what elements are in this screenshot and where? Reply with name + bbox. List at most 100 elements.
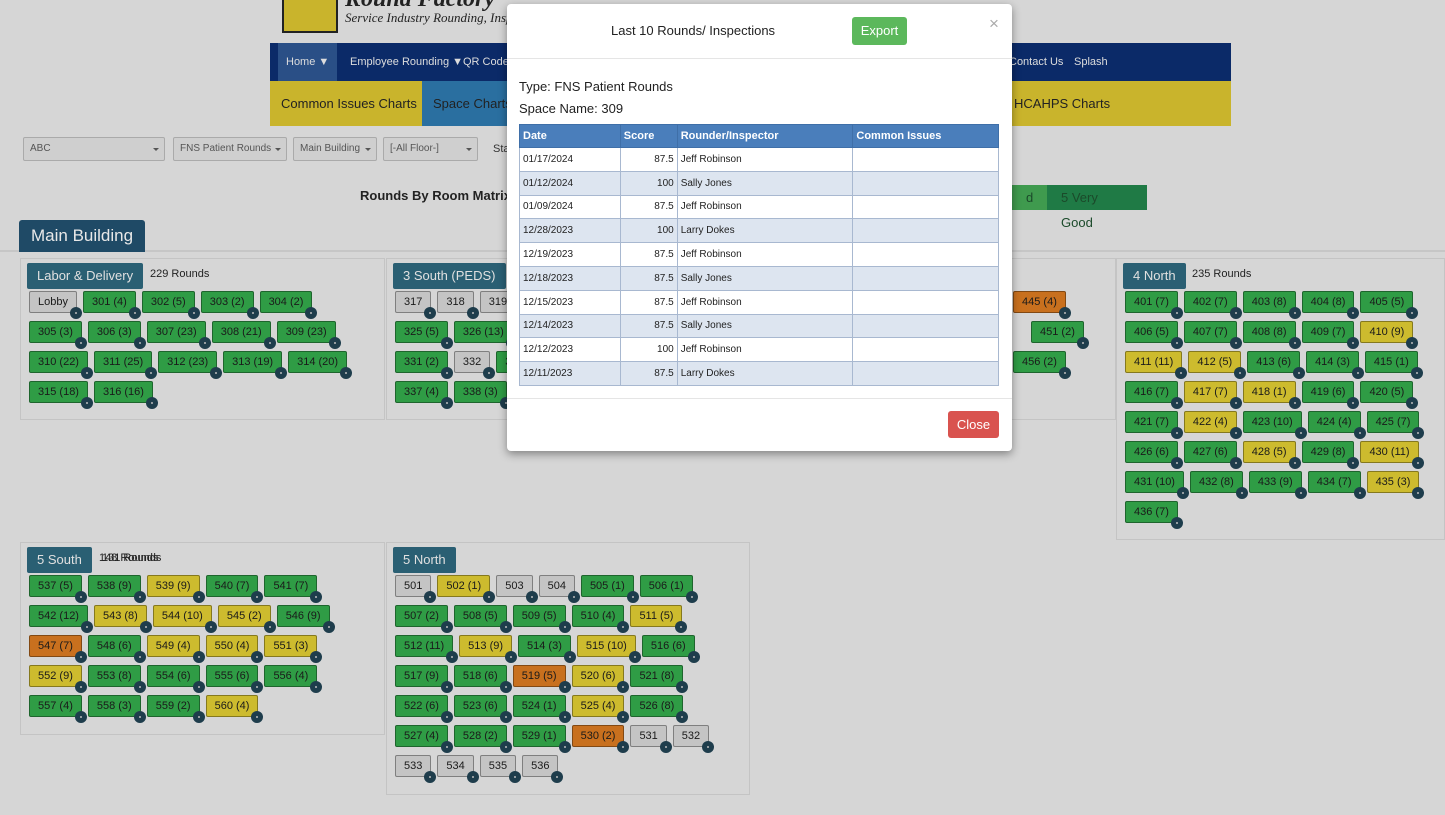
select[interactable]: ABC	[23, 137, 165, 161]
room-button[interactable]: 412 (5)	[1188, 351, 1247, 379]
room-button[interactable]: 427 (6)	[1183, 441, 1242, 469]
room-button[interactable]: 545 (2)	[217, 605, 276, 633]
room-badge[interactable]	[1294, 487, 1307, 499]
room-button[interactable]: 556 (4)	[264, 665, 323, 693]
room-badge[interactable]	[128, 307, 141, 319]
room-button[interactable]: 548 (6)	[87, 635, 146, 663]
room-button[interactable]: 542 (12)	[29, 605, 93, 633]
room-badge[interactable]	[617, 621, 630, 633]
room-button[interactable]: 402 (7)	[1183, 291, 1242, 319]
room-badge[interactable]	[1058, 367, 1071, 379]
room-badge[interactable]	[563, 651, 576, 663]
room-badge[interactable]	[1170, 457, 1183, 469]
room-badge[interactable]	[322, 621, 335, 633]
room-badge[interactable]	[139, 621, 152, 633]
sub-nav-item[interactable]: Space Charts	[422, 81, 523, 126]
export-button[interactable]: Export	[852, 17, 907, 45]
room-button[interactable]: 303 (2)	[200, 291, 259, 319]
room-button[interactable]: 431 (10)	[1125, 471, 1189, 499]
room-badge[interactable]	[192, 651, 205, 663]
room-button[interactable]: 306 (3)	[87, 321, 146, 349]
room-badge[interactable]	[74, 681, 87, 693]
room-button[interactable]: 411 (11)	[1125, 351, 1188, 379]
room-button[interactable]: 432 (8)	[1189, 471, 1248, 499]
room-badge[interactable]	[1410, 367, 1423, 379]
room-button[interactable]: 550 (4)	[205, 635, 264, 663]
room-badge[interactable]	[1229, 307, 1242, 319]
room-button[interactable]: 435 (3)	[1366, 471, 1425, 499]
room-button[interactable]: 519 (5)	[512, 665, 571, 693]
room-button[interactable]: 403 (8)	[1242, 291, 1301, 319]
room-badge[interactable]	[133, 711, 146, 723]
room-button[interactable]: 511 (5)	[630, 605, 688, 633]
room-button[interactable]: 419 (6)	[1301, 381, 1360, 409]
room-badge[interactable]	[204, 621, 217, 633]
room-badge[interactable]	[1294, 427, 1307, 439]
panel-title[interactable]: Labor & Delivery	[27, 263, 144, 289]
room-button[interactable]: 424 (4)	[1307, 411, 1366, 439]
room-button[interactable]: 337 (4)	[395, 381, 453, 409]
room-badge[interactable]	[1176, 487, 1189, 499]
room-badge[interactable]	[1412, 487, 1425, 499]
room-badge[interactable]	[440, 367, 453, 379]
room-button[interactable]: 554 (6)	[146, 665, 205, 693]
building-tab[interactable]: Main Building	[19, 220, 146, 252]
room-button[interactable]: 417 (7)	[1183, 381, 1242, 409]
room-badge[interactable]	[1288, 337, 1301, 349]
room-badge[interactable]	[1170, 337, 1183, 349]
room-button[interactable]: 557 (4)	[29, 695, 87, 723]
room-button[interactable]: 537 (5)	[29, 575, 87, 603]
panel-title[interactable]: 4 North	[1123, 263, 1186, 289]
room-button[interactable]: 526 (8)	[630, 695, 689, 723]
room-badge[interactable]	[1293, 367, 1306, 379]
room-button[interactable]: 553 (8)	[87, 665, 146, 693]
room-badge[interactable]	[1406, 397, 1419, 409]
room-button[interactable]: 546 (9)	[276, 605, 335, 633]
room-badge[interactable]	[310, 681, 323, 693]
room-button[interactable]: 538 (9)	[87, 575, 146, 603]
room-button[interactable]: 540 (7)	[205, 575, 264, 603]
room-badge[interactable]	[246, 307, 259, 319]
room-badge[interactable]	[466, 771, 479, 783]
room-button[interactable]: 332	[453, 351, 496, 379]
room-button[interactable]: 504	[538, 575, 580, 603]
room-badge[interactable]	[74, 711, 87, 723]
room-badge[interactable]	[617, 681, 630, 693]
room-button[interactable]: 418 (1)	[1242, 381, 1301, 409]
room-button[interactable]: 514 (3)	[518, 635, 576, 663]
room-button[interactable]: 536	[522, 755, 564, 783]
room-button[interactable]: 301 (4)	[82, 291, 141, 319]
room-button[interactable]: 420 (5)	[1360, 381, 1419, 409]
room-button[interactable]: 516 (6)	[641, 635, 700, 663]
room-button[interactable]: 533	[395, 755, 437, 783]
room-badge[interactable]	[1229, 457, 1242, 469]
room-button[interactable]: 530 (2)	[571, 725, 630, 753]
room-badge[interactable]	[499, 621, 512, 633]
room-button[interactable]: 429 (8)	[1301, 441, 1360, 469]
room-badge[interactable]	[675, 621, 688, 633]
room-badge[interactable]	[1175, 367, 1188, 379]
room-badge[interactable]	[1412, 427, 1425, 439]
room-badge[interactable]	[1170, 517, 1183, 529]
room-button[interactable]: 414 (3)	[1306, 351, 1364, 379]
room-button[interactable]: 560 (4)	[205, 695, 264, 723]
room-button[interactable]: 318	[437, 291, 479, 319]
room-button[interactable]: 544 (10)	[152, 605, 217, 633]
room-badge[interactable]	[74, 651, 87, 663]
room-badge[interactable]	[187, 307, 200, 319]
room-badge[interactable]	[1229, 337, 1242, 349]
room-button[interactable]: 549 (4)	[146, 635, 205, 663]
room-button[interactable]: 451 (2)	[1031, 321, 1089, 349]
room-button[interactable]: 456 (2)	[1013, 351, 1071, 379]
room-button[interactable]: 522 (6)	[395, 695, 453, 723]
room-badge[interactable]	[192, 711, 205, 723]
room-button[interactable]: 426 (6)	[1125, 441, 1183, 469]
room-badge[interactable]	[551, 771, 564, 783]
room-button[interactable]: 315 (18)	[29, 381, 93, 409]
room-button[interactable]: 518 (6)	[453, 665, 512, 693]
room-badge[interactable]	[80, 621, 93, 633]
room-badge[interactable]	[1234, 367, 1247, 379]
room-badge[interactable]	[1288, 307, 1301, 319]
room-badge[interactable]	[1347, 307, 1360, 319]
select[interactable]: Main Building	[293, 137, 377, 161]
